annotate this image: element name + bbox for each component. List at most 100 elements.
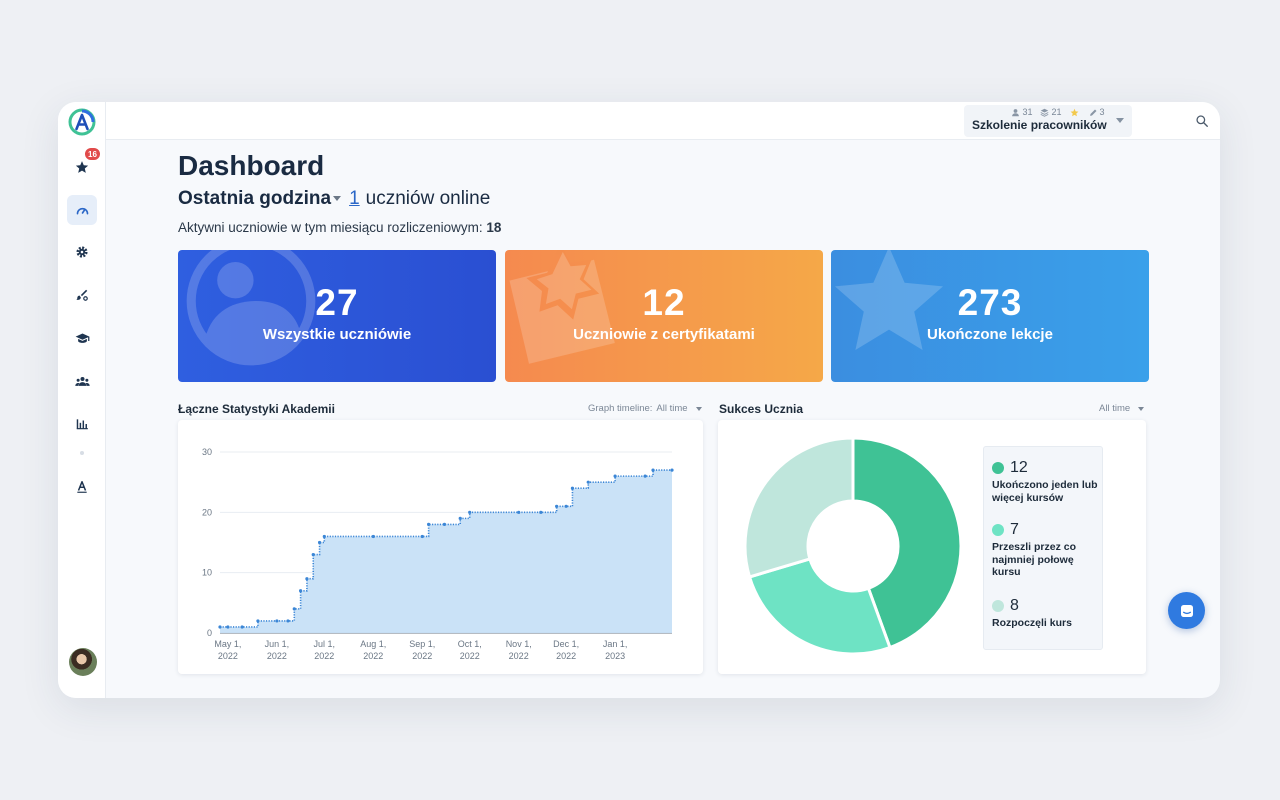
student-success-panel: 12 Ukończono jeden lub więcej kursów 7 P…: [718, 420, 1146, 674]
user-icon: [1012, 108, 1020, 116]
card-certified-students[interactable]: 12 Uczniowie z certyfikatami: [505, 250, 823, 382]
x-tick-label: Sep 1, 2022: [409, 639, 435, 661]
x-tick-year: 2022: [556, 651, 576, 661]
x-tick-label: Oct 1, 2022: [458, 639, 482, 661]
course-selector[interactable]: 31 21 3 Szkolenie pracowników: [964, 105, 1132, 137]
graduation-cap-icon: [75, 333, 89, 343]
timeline-label: Graph timeline:: [588, 403, 653, 414]
data-point: [256, 619, 260, 623]
legend-value: 12: [1010, 459, 1028, 476]
legend-item: 7 Przeszli przez co najmniej połowę kurs…: [992, 521, 1102, 579]
data-point: [442, 522, 447, 526]
data-point: [305, 577, 309, 581]
legend-swatch: [992, 600, 1004, 612]
data-point: [570, 486, 575, 490]
layers-icon: [1041, 108, 1049, 117]
data-point: [299, 589, 303, 593]
chevron-down-icon: [695, 406, 702, 411]
sidebar-item-courses[interactable]: [67, 323, 97, 353]
card-value: 27: [315, 282, 359, 323]
user-circle-icon: [186, 250, 316, 366]
sidebar: 16: [58, 102, 106, 698]
legend-swatch: [992, 524, 1004, 536]
sidebar-item-statistics[interactable]: [67, 409, 97, 439]
data-point: [517, 510, 521, 514]
y-tick-label: 20: [202, 507, 212, 517]
data-point: [613, 474, 617, 478]
data-point: [427, 522, 431, 526]
course-lessons-stat: 21: [1040, 107, 1062, 117]
academy-stats-panel: 0 10 20 30 May 1, 2022 Jun 1, 2022 Jul 1, 2022 Aug…: [178, 420, 703, 674]
notification-badge: 16: [84, 147, 101, 161]
search-button[interactable]: [1193, 112, 1211, 130]
data-point: [564, 504, 568, 508]
card-completed-lessons[interactable]: 273 Ukończone lekcje: [831, 250, 1149, 382]
data-point: [643, 474, 647, 478]
certificate-icon: [509, 250, 615, 364]
chevron-down-icon: [1116, 118, 1124, 123]
data-point: [468, 510, 472, 514]
data-point: [371, 534, 375, 539]
pie-slice: [747, 557, 892, 656]
chat-icon: [1180, 604, 1193, 617]
period-selector[interactable]: Ostatnia godzina: [178, 188, 343, 210]
graph-timeline-selector[interactable]: Graph timeline: All time: [588, 403, 702, 414]
series-area: [220, 470, 672, 633]
legend-value: 8: [1010, 597, 1019, 614]
topbar: 31 21 3 Szkolenie pracowników: [106, 102, 1220, 140]
legend-label: Przeszli przez co najmniej połowę kursu: [992, 541, 1077, 578]
x-tick-label: Aug 1, 2022: [360, 639, 386, 661]
x-tick-label: Jun 1, 2022: [265, 639, 290, 661]
card-label: Wszystkie uczniówie: [262, 326, 412, 343]
sidebar-item-settings[interactable]: [67, 237, 97, 267]
online-count-link[interactable]: 1: [349, 188, 360, 209]
x-tick-year: 2023: [605, 651, 625, 661]
sidebar-item-favorites[interactable]: [67, 152, 97, 182]
success-timeline-selector[interactable]: All time: [1099, 403, 1145, 414]
data-point: [322, 534, 326, 539]
app-logo-icon[interactable]: [68, 108, 96, 136]
sidebar-item-dashboard[interactable]: [67, 195, 97, 225]
legend-item: 8 Rozpoczęli kurs: [992, 597, 1102, 630]
data-point: [539, 510, 543, 514]
active-students-label: Aktywni uczniowie w tym miesiącu rozlicz…: [178, 220, 483, 235]
y-tick-label: 10: [202, 568, 212, 578]
course-edits-count: 3: [1099, 107, 1105, 117]
sidebar-item-typography[interactable]: [67, 472, 97, 502]
star-icon: [75, 161, 89, 173]
data-point: [311, 552, 315, 557]
data-point: [292, 607, 296, 611]
academy-stats-title: Łączne Statystyki Akademii: [178, 402, 335, 416]
chevron-down-icon: [1138, 406, 1145, 411]
x-tick-label: Jan 1, 2023: [603, 639, 628, 661]
avatar[interactable]: [69, 648, 97, 676]
data-point: [286, 619, 290, 623]
timeline-value: All time: [1099, 403, 1131, 414]
pie-slice: [743, 436, 855, 579]
chat-button[interactable]: [1168, 592, 1205, 629]
x-tick-year: 2022: [460, 651, 480, 661]
card-value: 273: [957, 282, 1023, 323]
data-point: [317, 540, 322, 545]
text-format-icon: [77, 480, 87, 493]
online-label: uczniów online: [365, 188, 491, 209]
sidebar-item-design[interactable]: [67, 280, 97, 310]
card-all-students[interactable]: 27 Wszystkie uczniówie: [178, 250, 496, 382]
sidebar-item-users[interactable]: [67, 366, 97, 396]
pencil-icon: [1089, 109, 1096, 116]
x-tick-month: Aug 1,: [360, 639, 386, 649]
bar-chart-icon: [76, 419, 88, 430]
data-point: [651, 468, 655, 472]
series-line: [220, 469, 672, 628]
data-point: [555, 504, 559, 508]
donut-legend: 12 Ukończono jeden lub więcej kursów 7 P…: [983, 446, 1103, 650]
legend-item: 12 Ukończono jeden lub więcej kursów: [992, 459, 1102, 504]
card-value: 12: [642, 282, 686, 323]
data-point: [218, 625, 222, 629]
course-name: Szkolenie pracowników: [972, 118, 1107, 132]
brush-icon: [76, 289, 88, 301]
course-stats: 31 21 3: [992, 107, 1124, 117]
x-tick-label: Dec 1, 2022: [553, 639, 579, 661]
legend-value: 7: [1010, 521, 1019, 538]
